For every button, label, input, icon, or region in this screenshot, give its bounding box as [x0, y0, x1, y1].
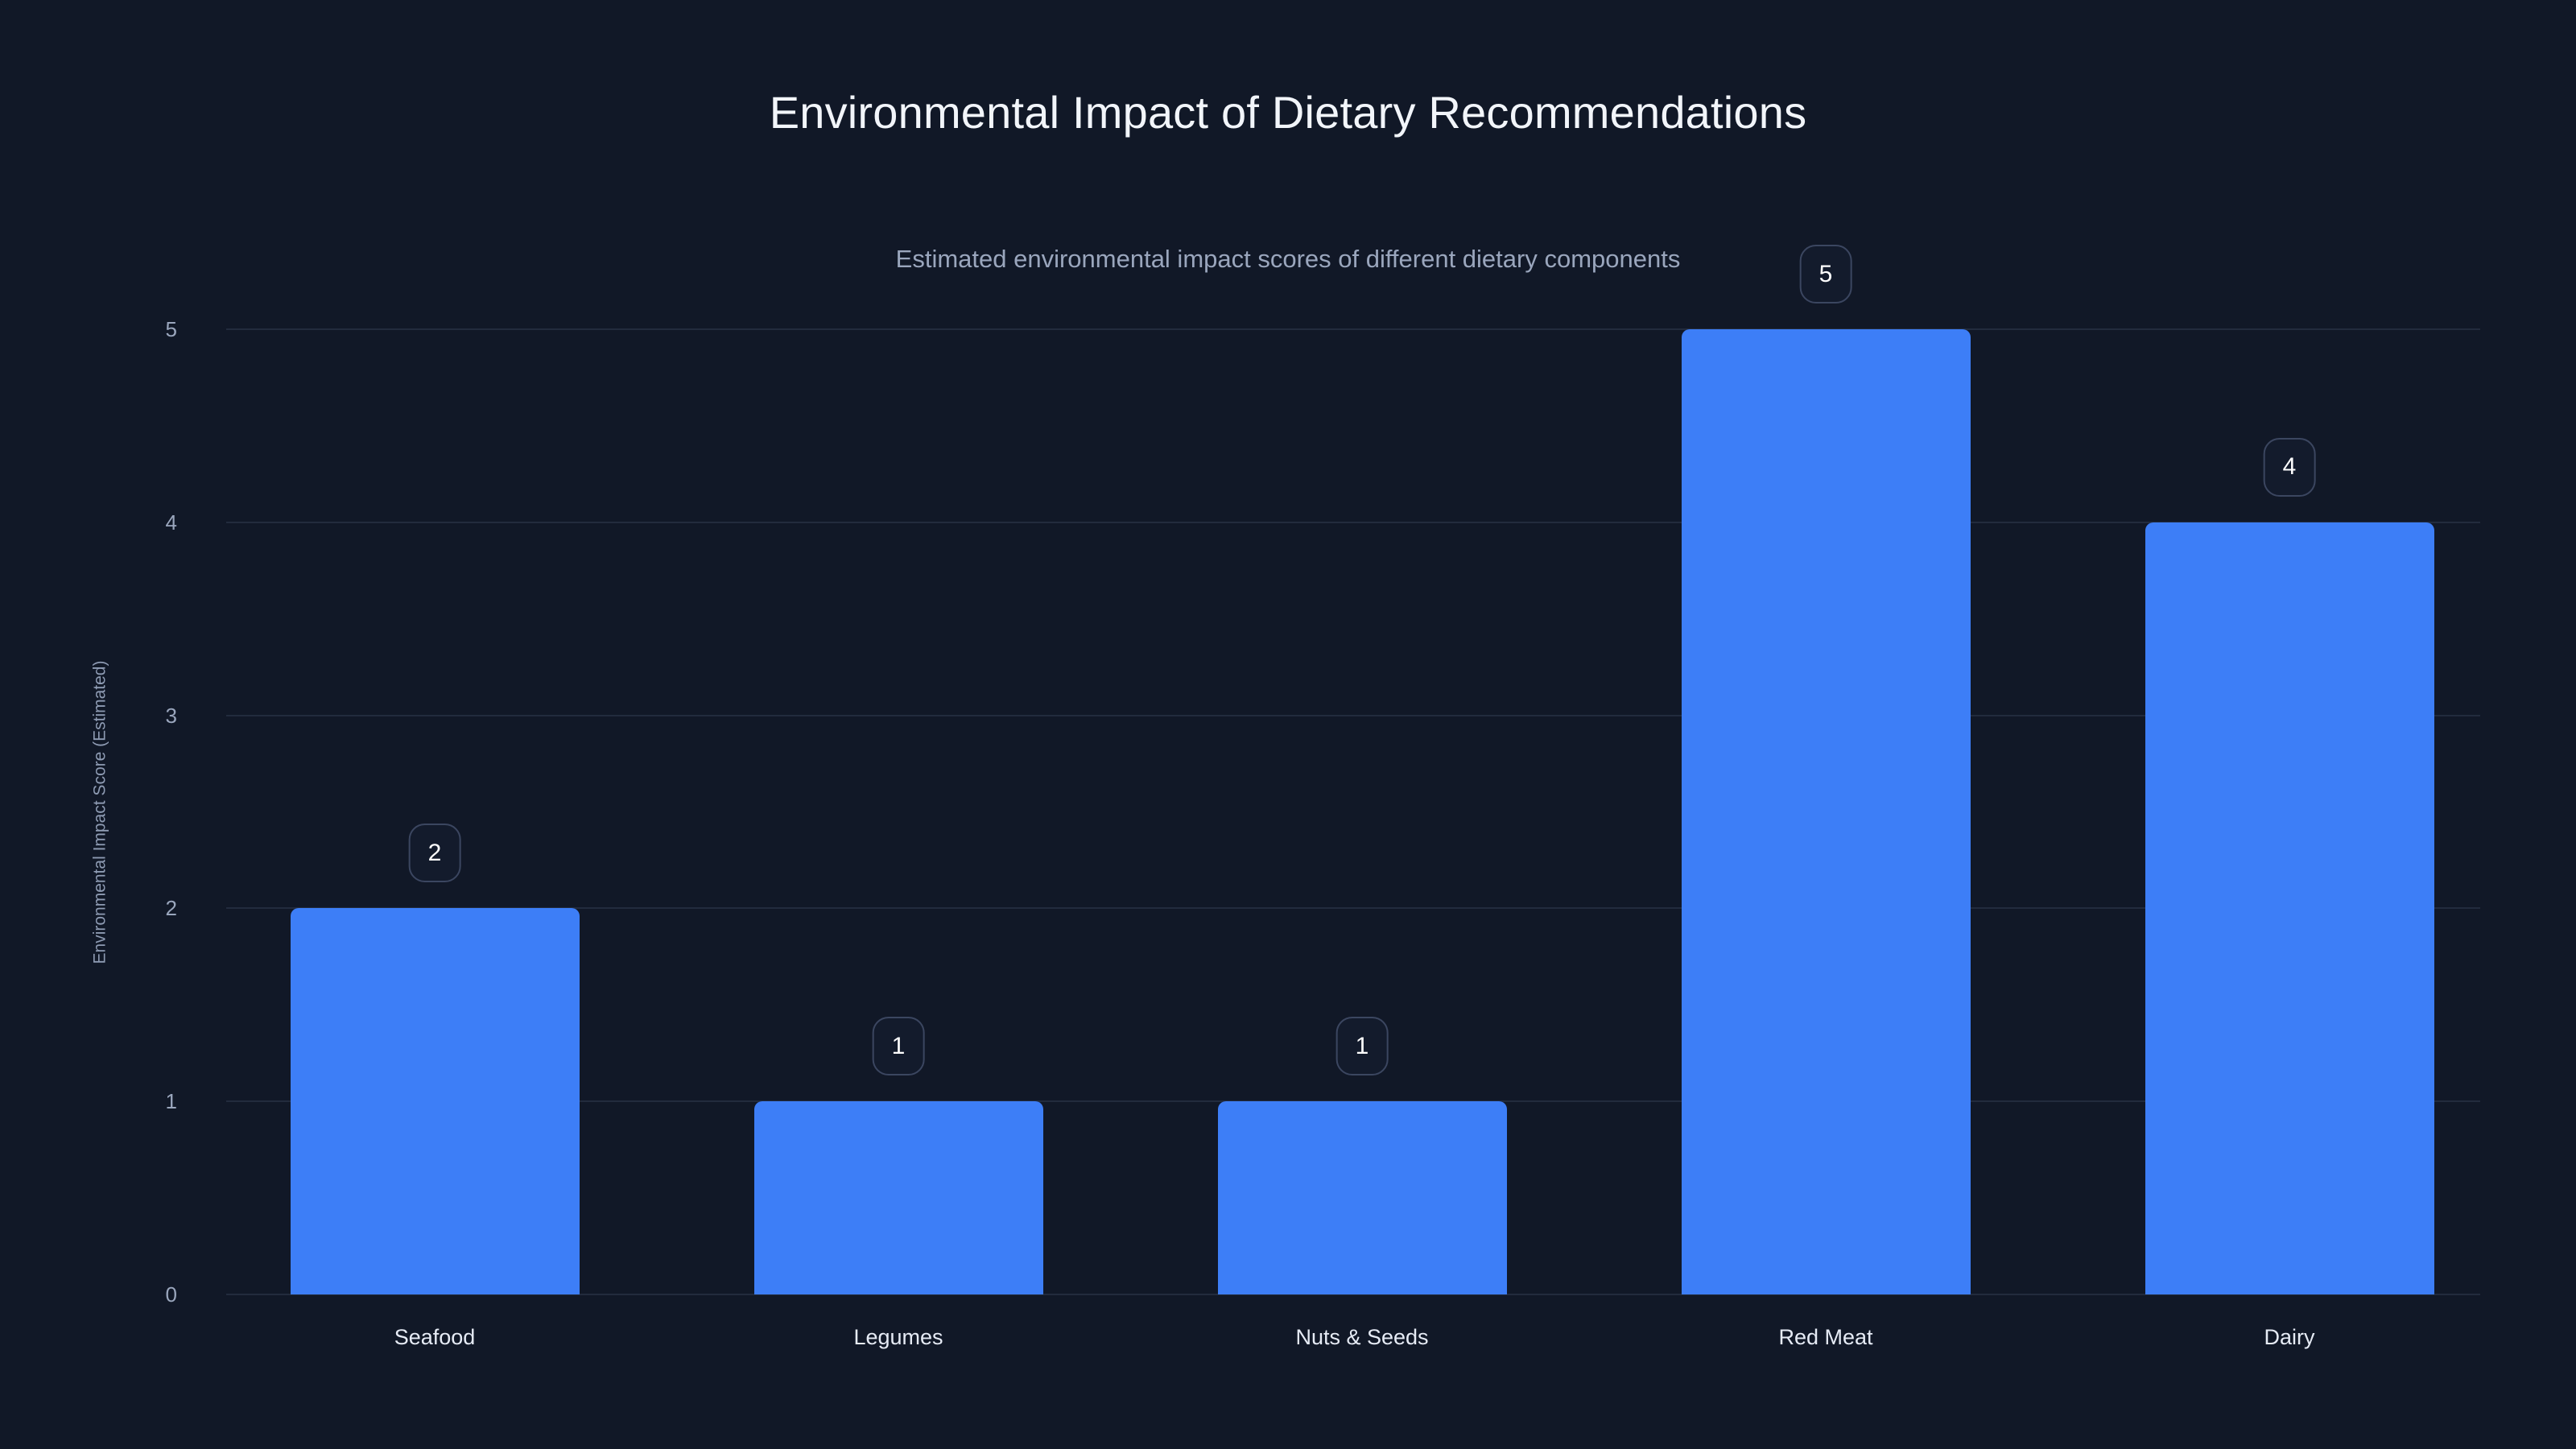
chart-title: Environmental Impact of Dietary Recommen…: [769, 87, 1807, 138]
gridline: [226, 328, 2480, 330]
y-axis-tick-label: 0: [165, 1282, 177, 1307]
bar[interactable]: [1217, 1101, 1507, 1294]
bar[interactable]: [1681, 329, 1971, 1294]
bar[interactable]: [290, 908, 580, 1294]
gridline: [226, 907, 2480, 910]
gridline: [226, 1100, 2480, 1103]
gridline: [226, 1294, 2480, 1295]
bar-value-badge: 1: [1335, 1017, 1389, 1076]
x-axis-tick-label: Seafood: [394, 1325, 476, 1349]
plot-area: [226, 328, 2480, 1295]
y-axis-title-label: Environmental Impact Score (Estimated): [90, 660, 109, 964]
y-axis-tick-label: 3: [165, 703, 177, 728]
bar-value-badge: 1: [872, 1017, 925, 1076]
x-axis-tick-label: Red Meat: [1778, 1325, 1873, 1349]
x-axis-tick-label: Legumes: [853, 1325, 943, 1349]
y-axis-tick-label: 1: [165, 1089, 177, 1114]
bar[interactable]: [753, 1101, 1043, 1294]
y-axis-title: Environmental Impact Score (Estimated): [84, 329, 116, 1294]
x-axis-tick-label: Dairy: [2264, 1325, 2315, 1349]
y-axis-tick-label: 5: [165, 317, 177, 341]
bar-value-badge: 2: [408, 824, 461, 883]
bar-value-badge: 4: [2263, 437, 2316, 497]
gridline: [226, 521, 2480, 523]
gridline: [226, 714, 2480, 716]
x-axis-tick-label: Nuts & Seeds: [1295, 1325, 1429, 1349]
bar-value-badge: 5: [1799, 245, 1852, 303]
bar[interactable]: [2145, 522, 2434, 1294]
chart-subtitle: Estimated environmental impact scores of…: [895, 245, 1681, 273]
y-axis-tick-label: 2: [165, 896, 177, 921]
y-axis-tick-label: 4: [165, 510, 177, 535]
